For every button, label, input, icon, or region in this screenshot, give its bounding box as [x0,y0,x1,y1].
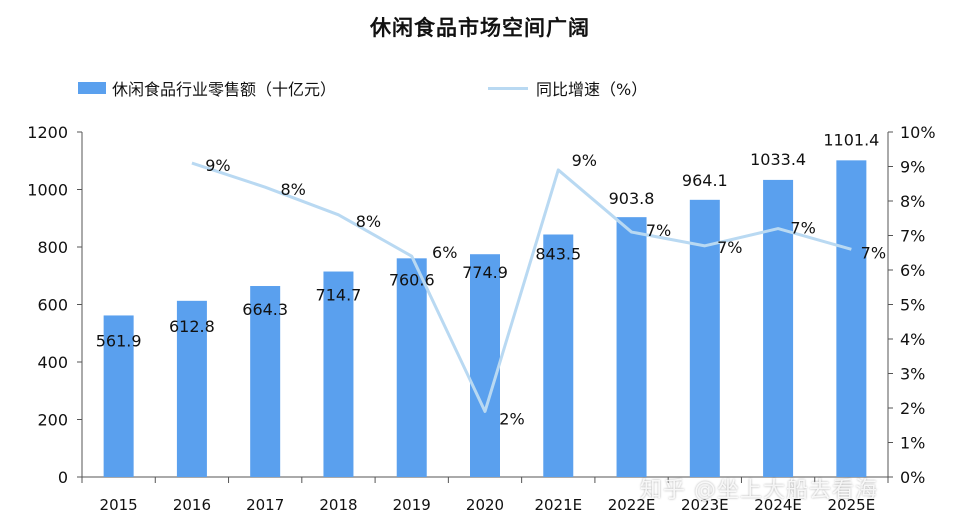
legend: 休闲食品行业零售额（十亿元） 同比增速（%） [0,76,960,100]
bar-value-label: 561.9 [96,331,142,350]
chart-title: 休闲食品市场空间广阔 [370,16,590,40]
x-tick-label: 2021E [534,496,582,514]
legend-bar-swatch [78,82,106,94]
y-right-tick-label: 1% [900,434,925,453]
legend-item-line: 同比增速（%） [488,76,647,100]
legend-bar-label: 休闲食品行业零售额（十亿元） [112,80,337,99]
line-value-label: 7% [861,243,886,262]
line-value-label: 9% [205,156,230,175]
bar-value-label: 760.6 [389,270,435,289]
bar [176,300,207,477]
bar [836,160,867,477]
bar-value-label: 964.1 [682,171,728,190]
line-value-label: 6% [432,243,457,262]
y-right-tick-label: 0% [900,468,925,487]
line-value-label: 7% [646,221,671,240]
y-left-tick-label: 400 [37,353,68,372]
y-right-tick-label: 2% [900,399,925,418]
bar-value-label: 903.8 [609,189,655,208]
bar [543,234,574,477]
line-value-label: 9% [572,151,597,170]
bar-value-label: 843.5 [535,244,581,263]
y-right-tick-label: 8% [900,192,925,211]
y-right-tick-label: 9% [900,158,925,177]
bar-value-label: 664.3 [242,300,288,319]
x-tick-label: 2018 [319,496,357,514]
x-tick-label: 2022E [608,496,656,514]
x-tick-label: 2024E [754,496,802,514]
line-value-label: 2% [499,409,524,428]
bar [103,315,134,477]
bar [470,254,500,477]
x-tick-label: 2023E [681,496,729,514]
y-right-tick-label: 6% [900,261,925,280]
y-left-tick-label: 1000 [27,181,68,200]
legend-item-bar: 休闲食品行业零售额（十亿元） [78,76,336,100]
bar [396,258,427,477]
line-value-label: 8% [280,180,305,199]
y-right-tick-label: 3% [900,365,925,384]
x-tick-label: 2017 [246,496,284,514]
bar [323,271,354,477]
line-value-label: 8% [356,212,381,231]
x-tick-label: 2025E [828,496,876,514]
y-right-tick-label: 4% [900,330,925,349]
x-tick-label: 2020 [466,496,504,514]
y-right-tick-label: 7% [900,227,925,246]
legend-line-label: 同比增速（%） [536,80,648,99]
bar-value-label: 1033.4 [750,150,806,169]
bar-value-label: 1101.4 [823,130,879,149]
y-left-tick-label: 1200 [27,123,68,142]
y-left-tick-label: 600 [37,296,68,315]
y-left-tick-label: 800 [37,238,68,257]
bar [616,217,647,477]
line-value-label: 7% [717,238,742,257]
y-left-tick-label: 0 [58,468,68,487]
line-value-label: 7% [790,219,815,238]
y-left-tick-label: 200 [37,411,68,430]
bar [763,179,794,477]
x-tick-label: 2015 [100,496,138,514]
legend-line-swatch [488,86,528,90]
bar-value-label: 612.8 [169,317,215,336]
y-right-tick-label: 10% [900,123,936,142]
bar-value-label: 714.7 [316,286,362,305]
y-right-tick-label: 5% [900,296,925,315]
bar-value-label: 774.9 [462,263,508,282]
growth-line [191,161,852,413]
bar [689,199,720,478]
x-tick-label: 2016 [173,496,211,514]
bar [250,286,281,477]
watermark: 知乎 @坐上大船去看海 [640,478,878,503]
x-tick-label: 2019 [393,496,431,514]
